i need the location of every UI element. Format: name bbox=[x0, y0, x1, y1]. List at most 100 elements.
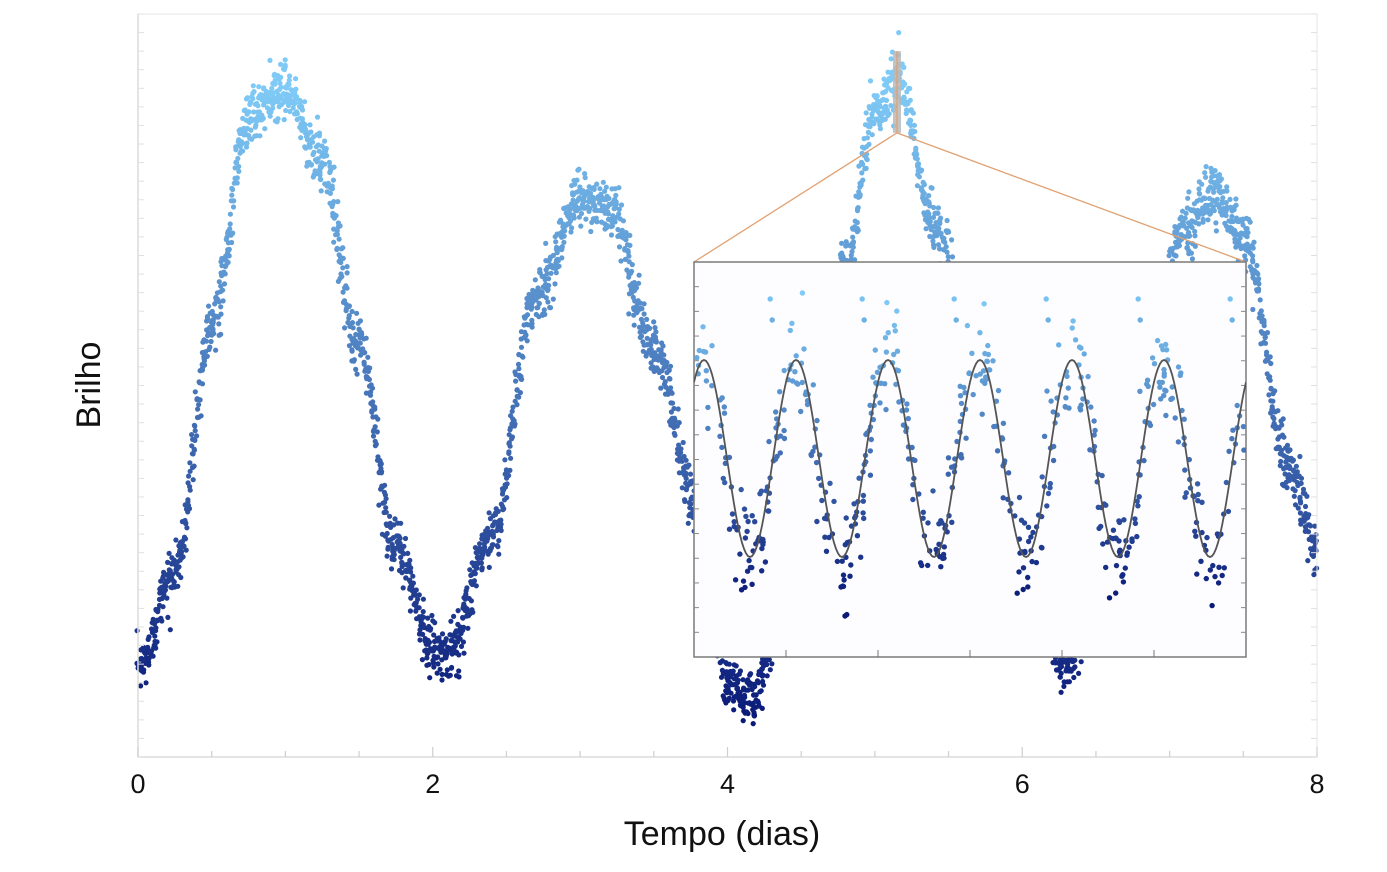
inset-data-point bbox=[945, 471, 951, 477]
inset-data-point bbox=[1099, 472, 1105, 479]
data-point bbox=[677, 455, 683, 461]
data-point bbox=[629, 262, 635, 268]
data-point bbox=[627, 232, 633, 238]
inset-data-point bbox=[700, 324, 706, 330]
data-point bbox=[194, 433, 200, 439]
data-point bbox=[275, 99, 281, 105]
data-point bbox=[1213, 220, 1219, 226]
data-point bbox=[858, 159, 865, 165]
data-point bbox=[509, 408, 515, 414]
data-point bbox=[1243, 242, 1249, 248]
data-point bbox=[145, 644, 151, 651]
data-point bbox=[385, 546, 391, 552]
data-point bbox=[244, 95, 251, 101]
data-point bbox=[319, 143, 325, 149]
data-point bbox=[1233, 202, 1239, 208]
data-point bbox=[1211, 189, 1217, 195]
data-point bbox=[276, 86, 283, 93]
data-point bbox=[1173, 253, 1179, 259]
data-point bbox=[153, 645, 159, 651]
data-point bbox=[330, 177, 336, 183]
data-point bbox=[925, 212, 931, 219]
data-point bbox=[911, 122, 918, 128]
data-point bbox=[764, 673, 770, 679]
inset-data-point bbox=[702, 349, 709, 355]
data-point bbox=[1203, 164, 1209, 170]
data-point bbox=[485, 533, 491, 539]
inset-data-point bbox=[1047, 480, 1054, 487]
inset-data-point bbox=[1134, 533, 1140, 540]
inset-data-point bbox=[940, 551, 947, 558]
inset-data-point bbox=[904, 401, 910, 407]
data-point bbox=[546, 258, 552, 264]
data-point bbox=[616, 185, 622, 191]
data-point bbox=[914, 183, 921, 189]
data-point bbox=[544, 271, 550, 277]
data-point bbox=[185, 502, 192, 509]
inset-data-point bbox=[717, 433, 723, 439]
data-point bbox=[1172, 224, 1178, 230]
inset-data-point bbox=[722, 479, 728, 486]
data-point bbox=[850, 240, 856, 246]
data-point bbox=[915, 164, 921, 170]
data-point bbox=[760, 672, 766, 678]
data-point bbox=[644, 316, 650, 322]
inset-data-point bbox=[745, 518, 751, 525]
data-point bbox=[620, 218, 627, 224]
inset-data-point bbox=[1227, 296, 1233, 302]
data-point bbox=[226, 246, 232, 252]
data-point bbox=[480, 550, 486, 556]
inset-data-point bbox=[1072, 337, 1079, 343]
data-point bbox=[661, 381, 668, 387]
inset-data-point bbox=[1203, 575, 1210, 582]
data-point bbox=[594, 219, 600, 225]
data-point bbox=[272, 77, 278, 83]
data-point bbox=[363, 335, 369, 341]
data-point bbox=[248, 127, 254, 133]
data-point bbox=[661, 352, 667, 358]
data-point bbox=[234, 160, 240, 166]
inset-data-point bbox=[1204, 534, 1210, 541]
data-point bbox=[415, 596, 421, 602]
data-point bbox=[605, 211, 612, 217]
data-point bbox=[740, 718, 746, 724]
data-point bbox=[225, 259, 231, 265]
data-point bbox=[192, 437, 198, 443]
data-point bbox=[904, 108, 911, 114]
data-point bbox=[224, 234, 230, 240]
data-point bbox=[850, 244, 856, 250]
inset-data-point bbox=[709, 343, 715, 349]
inset-data-point bbox=[951, 296, 957, 302]
data-point bbox=[167, 627, 173, 633]
data-point bbox=[216, 279, 222, 285]
data-point bbox=[387, 513, 393, 519]
data-point bbox=[1287, 447, 1293, 453]
data-point bbox=[648, 346, 654, 353]
inset-data-point bbox=[1056, 342, 1062, 348]
data-point bbox=[509, 434, 515, 440]
inset-data-point bbox=[1193, 533, 1199, 539]
inset-data-point bbox=[781, 367, 787, 374]
data-point bbox=[290, 105, 296, 111]
data-point bbox=[913, 153, 919, 159]
data-point bbox=[1266, 392, 1272, 398]
data-point bbox=[191, 446, 197, 452]
data-point bbox=[138, 683, 144, 689]
data-point bbox=[1236, 239, 1242, 245]
data-point bbox=[426, 639, 433, 645]
inset-data-point bbox=[831, 498, 837, 505]
data-point bbox=[335, 278, 341, 284]
data-point bbox=[340, 289, 346, 295]
data-point bbox=[269, 85, 275, 91]
data-point bbox=[384, 553, 390, 559]
inset-data-point bbox=[958, 400, 965, 407]
inset-data-point bbox=[781, 427, 787, 434]
data-point bbox=[1192, 233, 1198, 239]
data-point bbox=[553, 270, 559, 276]
inset-data-point bbox=[963, 435, 969, 441]
inset-data-point bbox=[834, 558, 841, 565]
inset-data-point bbox=[1135, 503, 1141, 509]
data-point bbox=[181, 536, 187, 542]
data-point bbox=[767, 667, 773, 673]
inset-data-point bbox=[1209, 602, 1215, 609]
